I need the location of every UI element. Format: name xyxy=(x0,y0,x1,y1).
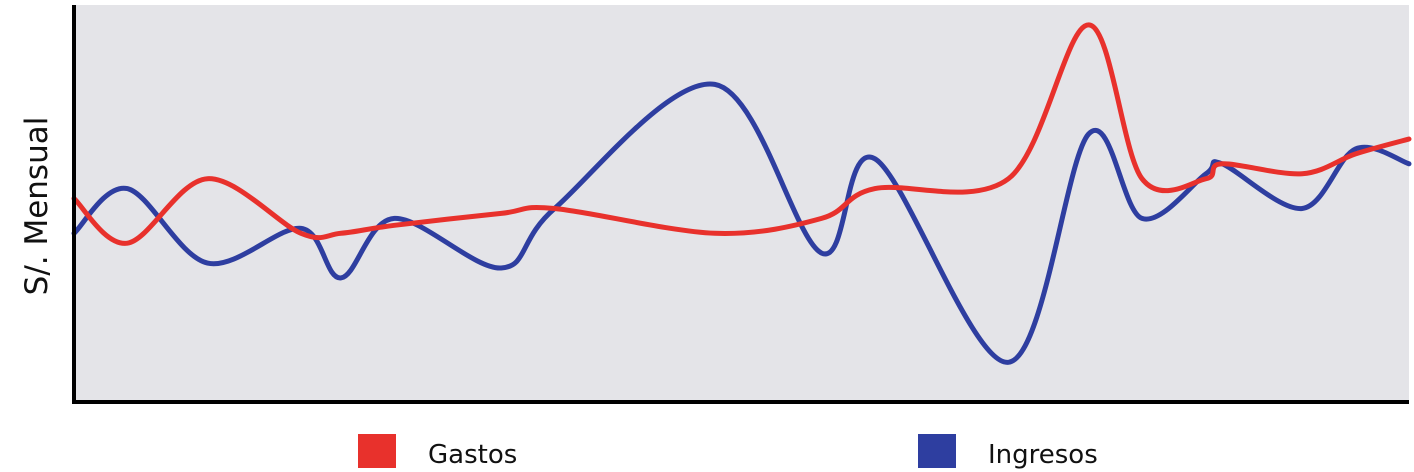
legend-item-ingresos: Ingresos xyxy=(918,434,1098,470)
y-axis-label: S/. Mensual xyxy=(19,117,55,296)
series-layer xyxy=(71,22,1412,365)
legend-item-gastos: Gastos xyxy=(358,434,517,470)
legend-label-ingresos: Ingresos xyxy=(988,440,1098,470)
legend-swatch-gastos xyxy=(358,434,396,468)
legend-label-gastos: Gastos xyxy=(428,440,517,470)
axes xyxy=(72,5,1409,404)
legend: Gastos Ingresos xyxy=(358,434,1098,470)
plot-area xyxy=(74,5,1409,402)
legend-swatch-ingresos xyxy=(918,434,956,468)
series-line-gastos xyxy=(71,22,1412,246)
series-line-ingresos xyxy=(71,81,1412,365)
